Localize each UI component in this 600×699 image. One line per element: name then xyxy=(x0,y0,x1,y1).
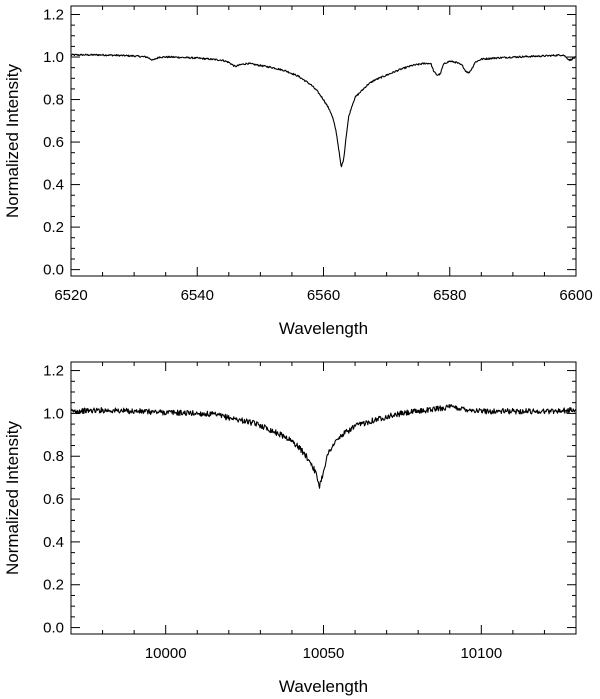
panel-halpha: 6520 6540 6560 6580 6600 0.0 0.2 0.4 0.6 0.8 1.0 1… xyxy=(3,5,593,338)
x-tick-label: 6560 xyxy=(307,287,340,304)
y-tick-label: 0.6 xyxy=(43,134,64,151)
y-tick-label: 0.2 xyxy=(43,219,64,236)
y-tick-label: 0.2 xyxy=(43,577,64,594)
x-tick-label: 6540 xyxy=(181,287,214,304)
plot-frame xyxy=(70,5,577,277)
x-axis-title: Wavelength xyxy=(279,319,368,338)
axis-ticks xyxy=(70,6,577,276)
x-tick-label: 10000 xyxy=(145,645,187,662)
x-axis-title: Wavelength xyxy=(279,677,368,696)
y-axis-title: Normalized Intensity xyxy=(3,421,22,576)
y-tick-label: 0.4 xyxy=(43,534,64,551)
y-tick-label: 0.6 xyxy=(43,491,64,508)
y-tick-label: 0.8 xyxy=(43,92,64,109)
axis-ticks xyxy=(70,362,577,634)
y-tick-label: 0.4 xyxy=(43,177,64,194)
panel-paschen-delta: 10000 10050 10100 0.0 0.2 0.4 0.6 0.8 1.0 1.2 Wa… xyxy=(3,361,577,696)
x-tick-label: 6580 xyxy=(433,287,466,304)
x-tick-label: 6520 xyxy=(54,287,87,304)
y-axis-title: Normalized Intensity xyxy=(3,64,22,219)
x-tick-labels: 6520 6540 6560 6580 6600 xyxy=(54,287,592,304)
spectrum-line xyxy=(70,403,577,489)
y-tick-label: 0.0 xyxy=(43,620,64,637)
plot-frame xyxy=(70,361,577,635)
y-tick-label: 1.0 xyxy=(43,405,64,422)
y-tick-label: 0.8 xyxy=(43,448,64,465)
x-tick-label: 10100 xyxy=(460,645,502,662)
y-tick-label: 0.0 xyxy=(43,262,64,279)
x-tick-label: 10050 xyxy=(303,645,345,662)
spectrum-line xyxy=(70,53,577,168)
x-tick-labels: 10000 10050 10100 xyxy=(145,645,502,662)
y-tick-labels: 0.0 0.2 0.4 0.6 0.8 1.0 1.2 xyxy=(43,7,64,279)
y-tick-label: 1.2 xyxy=(43,7,64,24)
x-tick-label: 6600 xyxy=(559,287,592,304)
y-tick-labels: 0.0 0.2 0.4 0.6 0.8 1.0 1.2 xyxy=(43,363,64,637)
y-tick-label: 1.2 xyxy=(43,363,64,380)
y-tick-label: 1.0 xyxy=(43,49,64,66)
